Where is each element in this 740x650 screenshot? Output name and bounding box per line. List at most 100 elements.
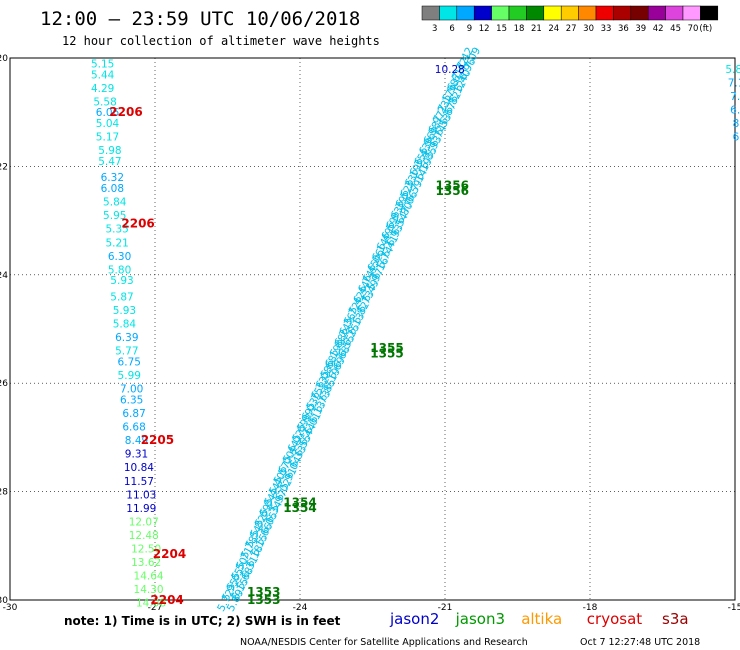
swh-value: 6.30 [108, 251, 131, 263]
pass-number-label: 1355 [370, 346, 403, 360]
swh-value: 7. [730, 91, 740, 103]
y-tick-label: -30 [0, 596, 8, 606]
legend-swatch [578, 5, 597, 21]
pass-number-label: 1354 [283, 501, 316, 515]
pass-number-label: 1353 [247, 585, 280, 599]
swh-value: 8.49 [125, 435, 148, 447]
legend-swatch [560, 5, 579, 21]
pass-number-label: 1355 [370, 341, 403, 355]
swh-value: 5.98 [98, 145, 121, 157]
swh-value: 6. [730, 104, 740, 116]
legend-label: 27 [566, 24, 577, 34]
plot-frame [9, 57, 736, 601]
satellite-name: altika [521, 610, 562, 628]
legend-swatch [595, 5, 614, 21]
swh-value: 13.62 [131, 557, 161, 569]
swh-value: 5.77 [115, 346, 138, 358]
legend-swatch [682, 5, 701, 21]
swh-value: 5.87 [110, 291, 133, 303]
legend-label: 42 [653, 24, 664, 34]
swh-value: 14.30 [134, 584, 164, 596]
swh-value: 7.1 [728, 77, 740, 89]
legend-swatch [630, 5, 649, 21]
legend-unit: (ft) [699, 24, 712, 34]
swh-value: 9.31 [125, 449, 148, 461]
swh-value: 12.07 [129, 516, 159, 528]
satellite-name: jason2 [389, 610, 439, 628]
swh-value: 10.28 [435, 64, 465, 76]
data-labels: 5.155.44 4.295.586.065.04 5.175.985.47 6.32… [91, 45, 740, 613]
legend-label: 24 [548, 24, 559, 34]
swh-value: 5.80 [108, 264, 131, 276]
pass-number-label: 1354 [283, 495, 316, 509]
timestamp-text: Oct 7 12:27:48 UTC 2018 [580, 637, 700, 648]
color-legend: 3 6 9 12 15 18 21 24 27 30 33 36 39 42 45 70 (ft) [421, 5, 719, 34]
swh-value: 5.95 [103, 210, 126, 222]
x-tick-label: -18 [583, 603, 598, 613]
swh-value: 4.29 [91, 83, 114, 95]
legend-swatch [473, 5, 492, 21]
legend-swatch [456, 5, 475, 21]
swh-value: 5.93 [113, 305, 136, 317]
legend-label: 45 [670, 24, 681, 34]
footnote: note: 1) Time is in UTC; 2) SWH is in fe… [64, 614, 341, 628]
swh-value: 5.04 [96, 118, 120, 130]
swh-value: 6. [733, 132, 740, 144]
chart-subtitle: 12 hour collection of altimeter wave hei… [62, 34, 380, 48]
x-tick-label: -27 [148, 603, 163, 613]
satellite-name: cryosat [587, 610, 642, 628]
legend-swatch [665, 5, 684, 21]
swh-value: 11.03 [126, 489, 156, 501]
legend-swatch [543, 5, 562, 21]
legend-label: 70 [688, 24, 699, 34]
swh-value: 14.64 [134, 571, 164, 583]
swh-value: 6.68 [122, 422, 145, 434]
swh-value: 5.84 [103, 197, 127, 209]
legend-label: 3 [432, 24, 437, 34]
pass-number-label: 2206 [121, 216, 154, 230]
swh-value: 5.44 [91, 69, 115, 81]
x-tick-label: -21 [438, 603, 453, 613]
pass-number-label: 1353 [247, 593, 280, 607]
swh-value: 11.57 [124, 476, 154, 488]
y-tick-label: -20 [0, 54, 8, 64]
x-tick-label: -24 [293, 603, 308, 613]
swh-value: 12.50 [131, 544, 161, 556]
pass-number-label: 1356 [436, 184, 469, 198]
swh-value: 6.32 [101, 172, 124, 184]
legend-label: 21 [531, 24, 542, 34]
x-tick-label: -30 [3, 603, 18, 613]
pass-number-label: 2205 [141, 433, 174, 447]
swh-value: 10.84 [124, 462, 154, 474]
satellite-name: s3a [662, 610, 689, 628]
legend-label: 12 [479, 24, 490, 34]
swh-value: 14.08 [136, 598, 166, 610]
legend-label: 30 [583, 24, 594, 34]
swh-value: 5.35 [105, 224, 128, 236]
chart-title: 12:00 — 23:59 UTC 10/06/2018 [40, 8, 360, 30]
swh-value: 8. [733, 118, 740, 130]
legend-label: 6 [449, 24, 454, 34]
legend-label: 33 [601, 24, 612, 34]
pass-number-label: 2204 [153, 547, 186, 561]
swh-value: 6.06 [96, 107, 120, 119]
legend-label: 9 [467, 24, 472, 34]
legend-label: 36 [618, 24, 629, 34]
legend-swatch [491, 5, 510, 21]
swh-value: 5.17 [96, 132, 119, 144]
swh-value: 6.08 [101, 183, 124, 195]
swh-value: 5.93 [110, 275, 133, 287]
swh-value: 5.8 [725, 64, 740, 76]
legend-label: 39 [635, 24, 646, 34]
satellite-name: jason3 [455, 610, 505, 628]
swh-value: 7.00 [120, 384, 143, 396]
legend-swatch [508, 5, 527, 21]
swh-value: 5.47 [98, 156, 121, 168]
swh-value: 6.75 [118, 357, 141, 369]
swh-value: 6.39 [115, 332, 138, 344]
x-tick-label: -15 [728, 603, 740, 613]
legend-swatch [613, 5, 632, 21]
swh-value: 5.15 [91, 58, 114, 70]
legend-swatch [647, 5, 666, 21]
